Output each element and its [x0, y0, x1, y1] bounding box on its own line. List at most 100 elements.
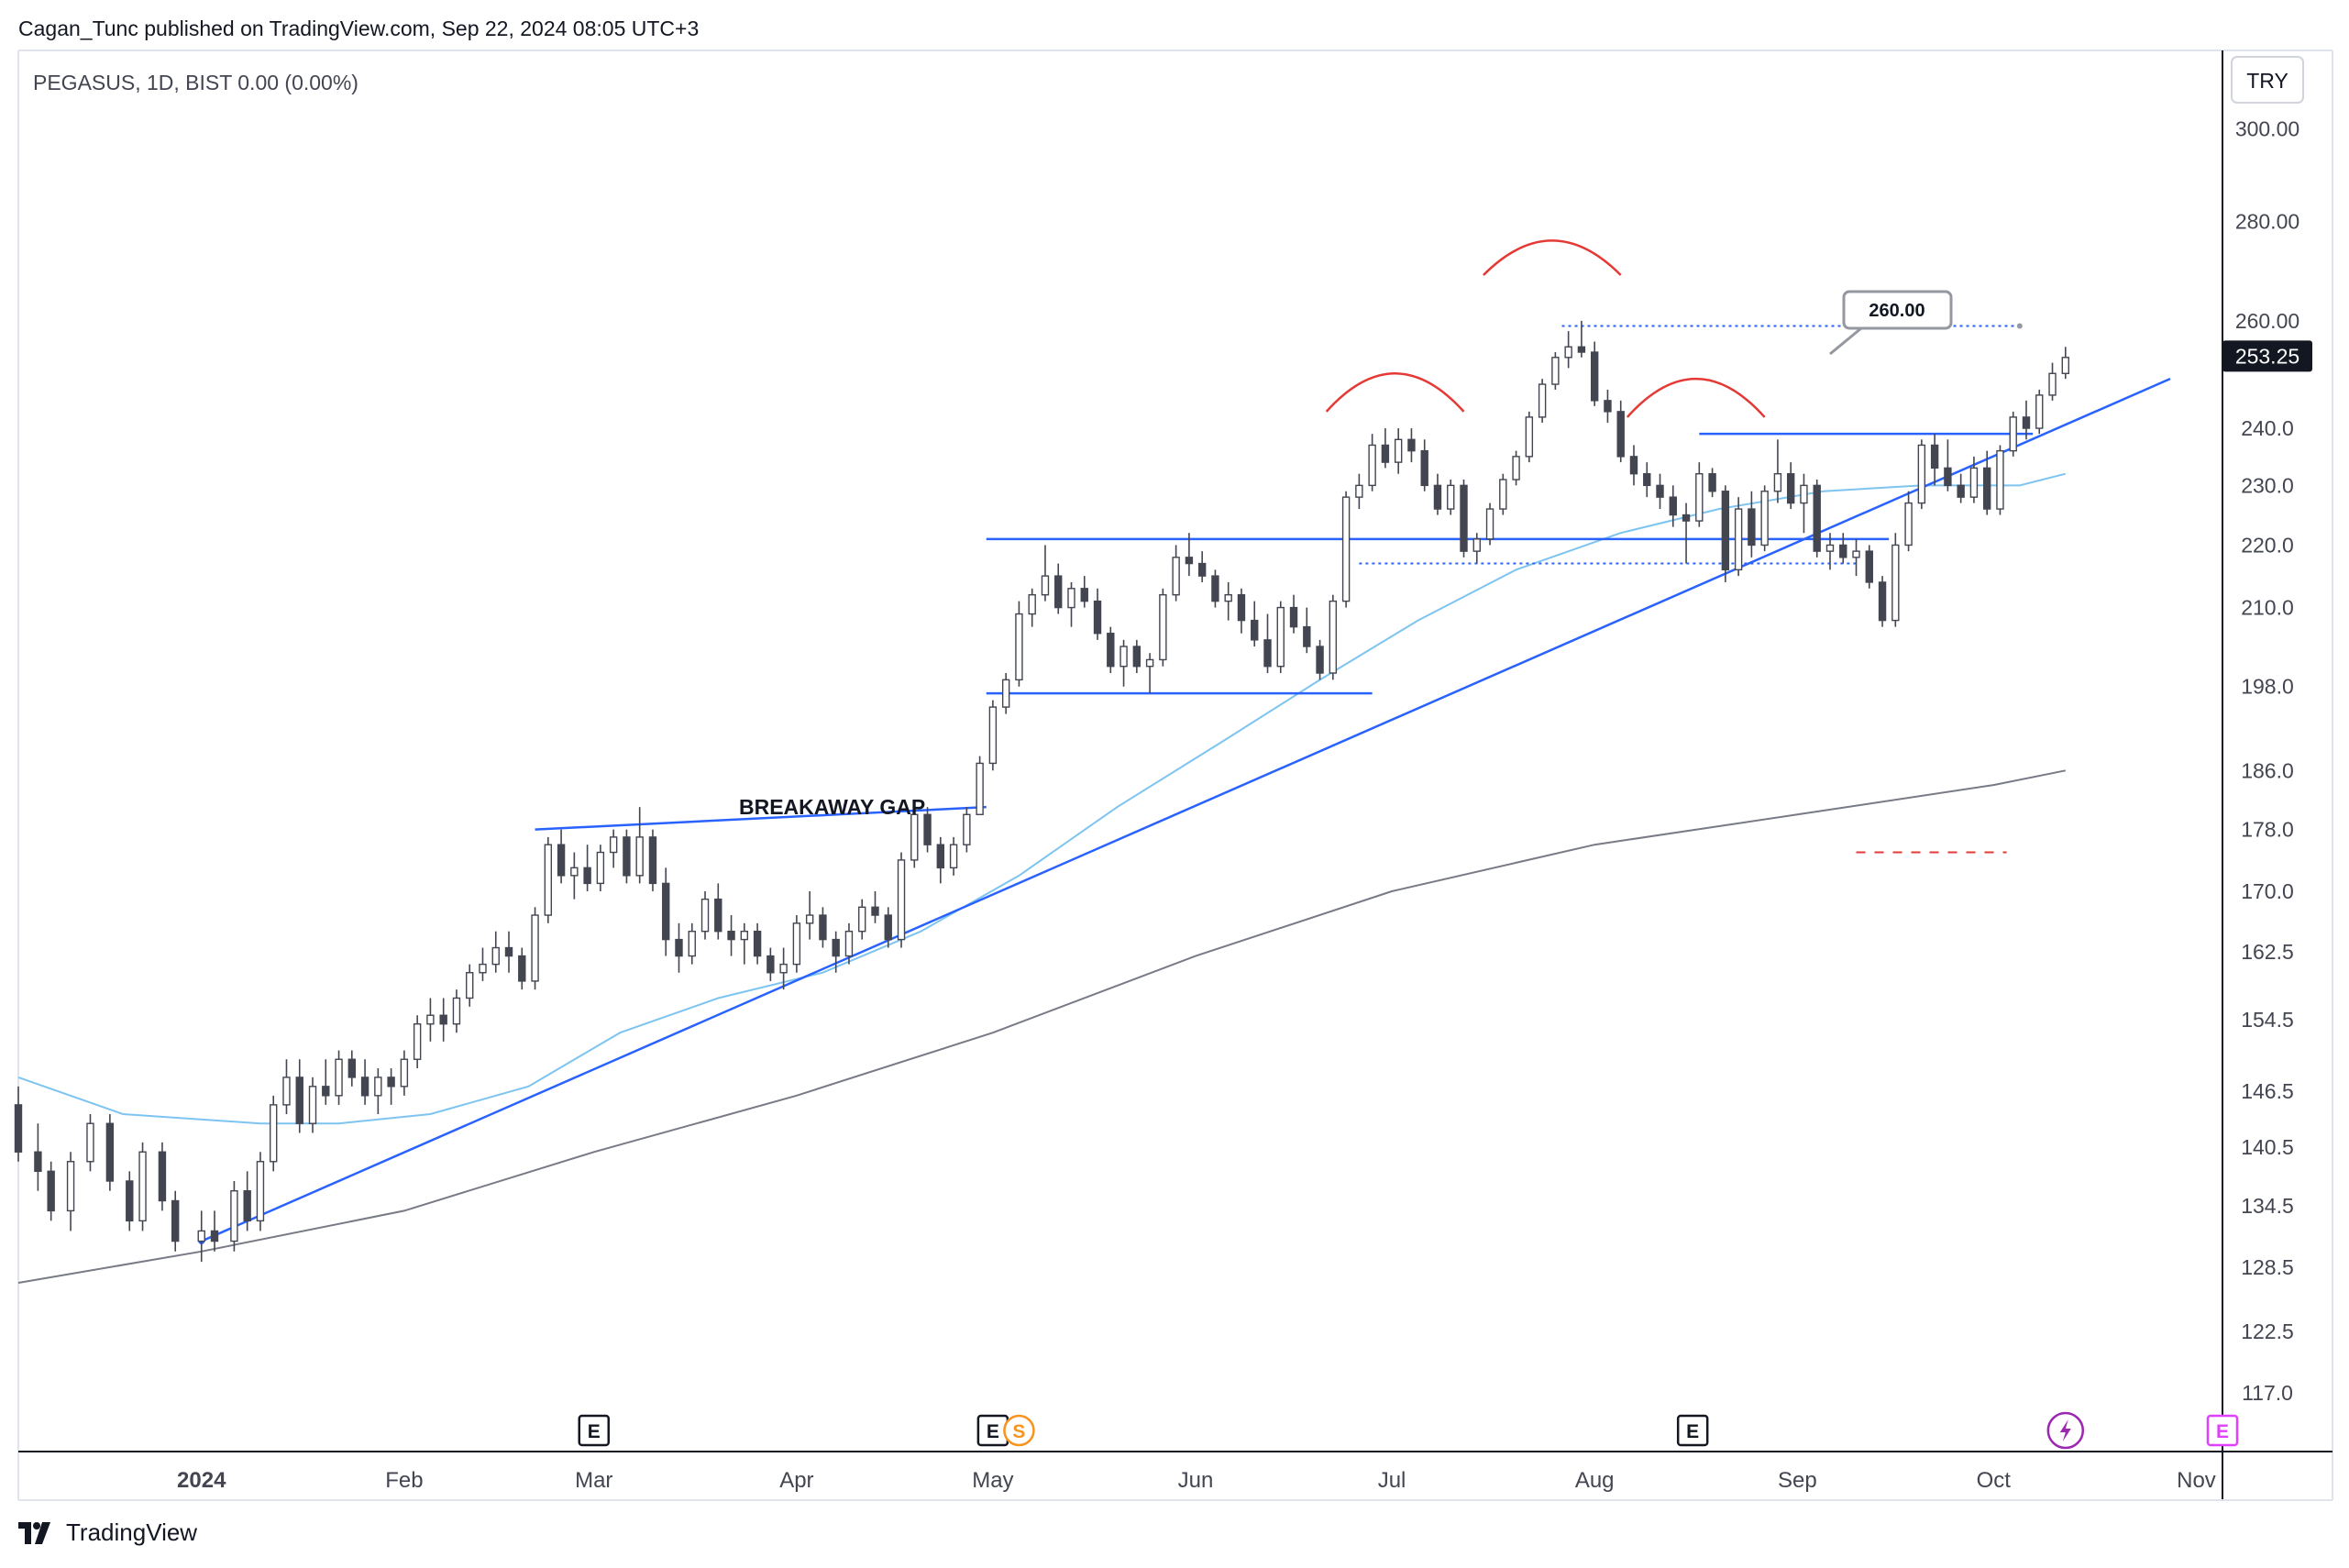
time-tick-label: Oct [1977, 1468, 2012, 1493]
candle-body [2022, 416, 2031, 429]
candle-body [504, 946, 513, 957]
candle-body [988, 706, 998, 765]
candle-body [1760, 491, 1769, 547]
candle-body [923, 813, 932, 845]
currency-button[interactable]: TRY [2231, 56, 2304, 104]
candle-body [963, 813, 971, 845]
earnings-marker-icon [1676, 1414, 1709, 1447]
candle-body [1485, 508, 1494, 540]
price-tick-label: 186.0 [2241, 758, 2294, 782]
event-marker-label: E [1686, 1421, 1699, 1442]
candle-body [256, 1161, 265, 1222]
candle-body [1197, 562, 1207, 577]
candle-body [1538, 383, 1547, 418]
candle-body [570, 867, 579, 877]
target-callout: 260.00 [1829, 290, 1953, 356]
candle-body [1891, 544, 1900, 622]
candle-body [1145, 658, 1154, 668]
price-tick-label: 140.5 [2241, 1135, 2294, 1159]
left-shoulder-arc [1325, 372, 1465, 413]
candle-body [1460, 484, 1468, 552]
candle-body [557, 844, 566, 877]
candle-body [675, 938, 683, 957]
event-marker-label: E [2216, 1421, 2229, 1442]
candle-body [544, 844, 553, 916]
price-tick-label: 128.5 [2241, 1255, 2294, 1279]
candle-body [400, 1058, 409, 1088]
candle-body [1001, 679, 1010, 708]
candle-body [1093, 600, 1102, 635]
tradingview-logo[interactable]: TradingView [18, 1518, 197, 1547]
symbol-info: PEGASUS, 1D, BIST 0.00 (0.00%) [33, 71, 358, 94]
price-tick-label: 240.0 [2241, 416, 2294, 440]
dividend-marker-icon [1003, 1414, 1035, 1447]
candle-body [635, 836, 644, 877]
candle-body [1708, 472, 1716, 492]
candle-body [1028, 593, 1036, 615]
candle-body [1917, 444, 1926, 504]
candle-body [1982, 467, 1991, 510]
candle-body [884, 914, 892, 941]
time-tick-label: Nov [2177, 1468, 2216, 1493]
candle-body [491, 946, 500, 966]
candle-body [819, 914, 827, 941]
candle-body [1329, 600, 1338, 674]
candle-body [86, 1122, 94, 1163]
candle-body [34, 1151, 42, 1173]
price-tick-label: 154.5 [2241, 1008, 2294, 1032]
candle-body [1852, 550, 1860, 558]
candle-body [1786, 472, 1795, 504]
target-price-label: 260.00 [1869, 301, 1924, 321]
candle-body [1865, 550, 1873, 583]
price-tick-label: 146.5 [2241, 1079, 2294, 1103]
candle-body [844, 930, 854, 957]
price-tick-label: 280.00 [2235, 209, 2299, 233]
candle-body [1748, 508, 1756, 547]
candle-body [1734, 508, 1743, 571]
candle-body [858, 906, 866, 933]
candle-body [1695, 472, 1704, 522]
currency-label: TRY [2246, 69, 2288, 93]
candle-body [1564, 346, 1572, 359]
candle-body [1577, 346, 1586, 353]
candle-body [1289, 606, 1298, 628]
time-tick-label: Jun [1178, 1468, 1214, 1493]
tradingview-logo-icon [18, 1521, 50, 1544]
price-tick-label: 230.0 [2241, 473, 2294, 497]
candle-body [66, 1161, 75, 1212]
event-marker-label: S [1012, 1421, 1025, 1442]
candle-body [976, 762, 984, 815]
candle-body [360, 1077, 369, 1097]
candle-body [295, 1077, 303, 1124]
candle-body [230, 1190, 238, 1242]
candle-body [1381, 444, 1390, 463]
candle-body [1355, 484, 1363, 498]
candle-body [2061, 357, 2069, 374]
candle-body [1969, 467, 1979, 498]
candle-body [1015, 613, 1023, 681]
candle-body [609, 836, 618, 854]
candle-body [596, 851, 605, 885]
candle-body [1276, 606, 1285, 668]
candle-body [243, 1190, 251, 1222]
lightning-bolt-icon [2059, 1419, 2071, 1441]
candle-body [1800, 484, 1808, 504]
candle-body [387, 1077, 395, 1088]
candle-body [949, 844, 958, 869]
price-tick-label: 122.5 [2241, 1320, 2294, 1343]
time-tick-label: Aug [1575, 1468, 1615, 1493]
candle-body [1041, 575, 1050, 596]
candle-body [805, 914, 814, 924]
candle-body [2035, 394, 2044, 429]
candle-body [1721, 491, 1730, 571]
time-tick-label: Sep [1778, 1468, 1817, 1493]
candle-body [662, 882, 670, 941]
candle-body [1420, 449, 1428, 487]
candle-body [1525, 416, 1534, 458]
candle-body [1224, 593, 1232, 602]
candle-body [766, 955, 775, 974]
candle-body [335, 1058, 343, 1097]
candle-body [197, 1230, 205, 1242]
price-tick-label: 300.00 [2235, 116, 2299, 140]
